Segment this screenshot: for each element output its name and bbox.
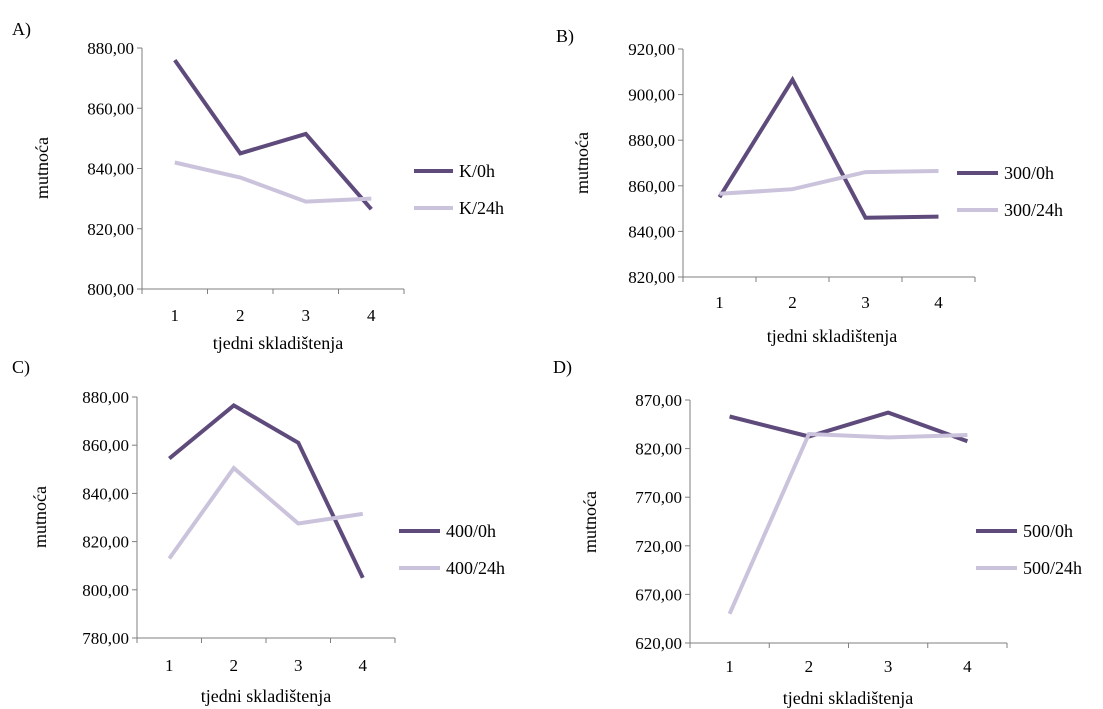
y-tick-label: 840,00 (628, 222, 675, 241)
y-tick-label: 820,00 (82, 533, 129, 552)
y-tick-label: 820,00 (635, 440, 682, 459)
y-tick-label: 880,00 (87, 39, 134, 58)
legend-label: 500/24h (1023, 558, 1082, 578)
x-axis-title: tjedni skladištenja (213, 333, 343, 353)
chart-panel-d: D) 620,00 670,00 720,00 770,00 820,00 870,00 1 2… (553, 357, 1082, 708)
x-tick-label: 1 (725, 657, 734, 676)
x-tick-label: 3 (294, 656, 303, 675)
y-tick-label: 880,00 (82, 388, 129, 407)
series-line (168, 402, 365, 579)
panel-label: D) (553, 357, 572, 378)
y-tick-label: 900,00 (628, 86, 675, 105)
x-tick-label: 2 (230, 656, 239, 675)
y-axis-title: mutnoća (572, 132, 592, 194)
panel-label: C) (12, 357, 30, 378)
panel-label: B) (556, 26, 574, 47)
x-tick-label: 1 (165, 656, 174, 675)
x-tick-label: 4 (963, 657, 972, 676)
series-line (717, 75, 939, 220)
chart-panel-b: B) 820,00 840,00 860,00 880,00 900,00 920,00 1 2… (556, 26, 1063, 346)
y-tick-label: 820,00 (87, 220, 134, 239)
y-tick-label: 860,00 (628, 177, 675, 196)
legend-label: 300/0h (1004, 163, 1054, 183)
x-tick-label: 4 (359, 656, 368, 675)
series-line (719, 169, 939, 196)
x-tick-label: 3 (884, 657, 893, 676)
y-tick-label: 860,00 (87, 99, 134, 118)
series-line (174, 160, 372, 204)
x-tick-label: 1 (171, 306, 180, 325)
y-tick-label: 870,00 (635, 391, 682, 410)
x-tick-label: 3 (302, 306, 311, 325)
y-tick-label: 670,00 (635, 585, 682, 604)
legend-label: 300/24h (1004, 200, 1063, 220)
x-axis-title: tjedni skladištenja (767, 326, 897, 346)
y-axis-title: mutnoća (30, 486, 50, 548)
series-line (727, 431, 968, 615)
x-tick-label: 3 (861, 293, 870, 312)
y-tick-label: 820,00 (628, 268, 675, 287)
y-tick-label: 800,00 (87, 280, 134, 299)
y-tick-label: 840,00 (82, 484, 129, 503)
x-axis-title: tjedni skladištenja (201, 686, 331, 706)
x-tick-label: 2 (236, 306, 245, 325)
y-axis-title: mutnoća (32, 137, 52, 199)
y-tick-label: 800,00 (82, 581, 129, 600)
y-tick-label: 840,00 (87, 160, 134, 179)
series-line (173, 58, 373, 211)
series-line (167, 465, 364, 560)
y-tick-label: 880,00 (628, 131, 675, 150)
series-line (729, 410, 969, 444)
chart-panel-a: A) 800,00 820,00 840,00 860,00 880,00 1 2 3 4 tjed… (12, 19, 504, 353)
panel-label: A) (12, 19, 31, 40)
x-tick-label: 4 (934, 293, 943, 312)
legend-label: 400/0h (446, 521, 496, 541)
legend-label: K/24h (459, 198, 504, 218)
x-tick-label: 4 (367, 306, 376, 325)
legend-label: 400/24h (446, 558, 505, 578)
y-tick-label: 770,00 (635, 488, 682, 507)
x-axis-title: tjedni skladištenja (783, 688, 913, 708)
legend-label: 500/0h (1023, 521, 1073, 541)
legend-label: K/0h (459, 161, 495, 181)
chart-panel-c: C) 780,00 800,00 820,00 840,00 860,00 880,00 1 2… (12, 357, 505, 706)
y-axis-title: mutnoća (580, 491, 600, 553)
y-tick-label: 720,00 (635, 537, 682, 556)
y-tick-label: 620,00 (635, 634, 682, 653)
x-tick-label: 2 (788, 293, 797, 312)
y-tick-label: 780,00 (82, 629, 129, 648)
y-tick-label: 860,00 (82, 436, 129, 455)
x-tick-label: 2 (805, 657, 814, 676)
x-tick-label: 1 (715, 293, 724, 312)
y-tick-label: 920,00 (628, 40, 675, 59)
